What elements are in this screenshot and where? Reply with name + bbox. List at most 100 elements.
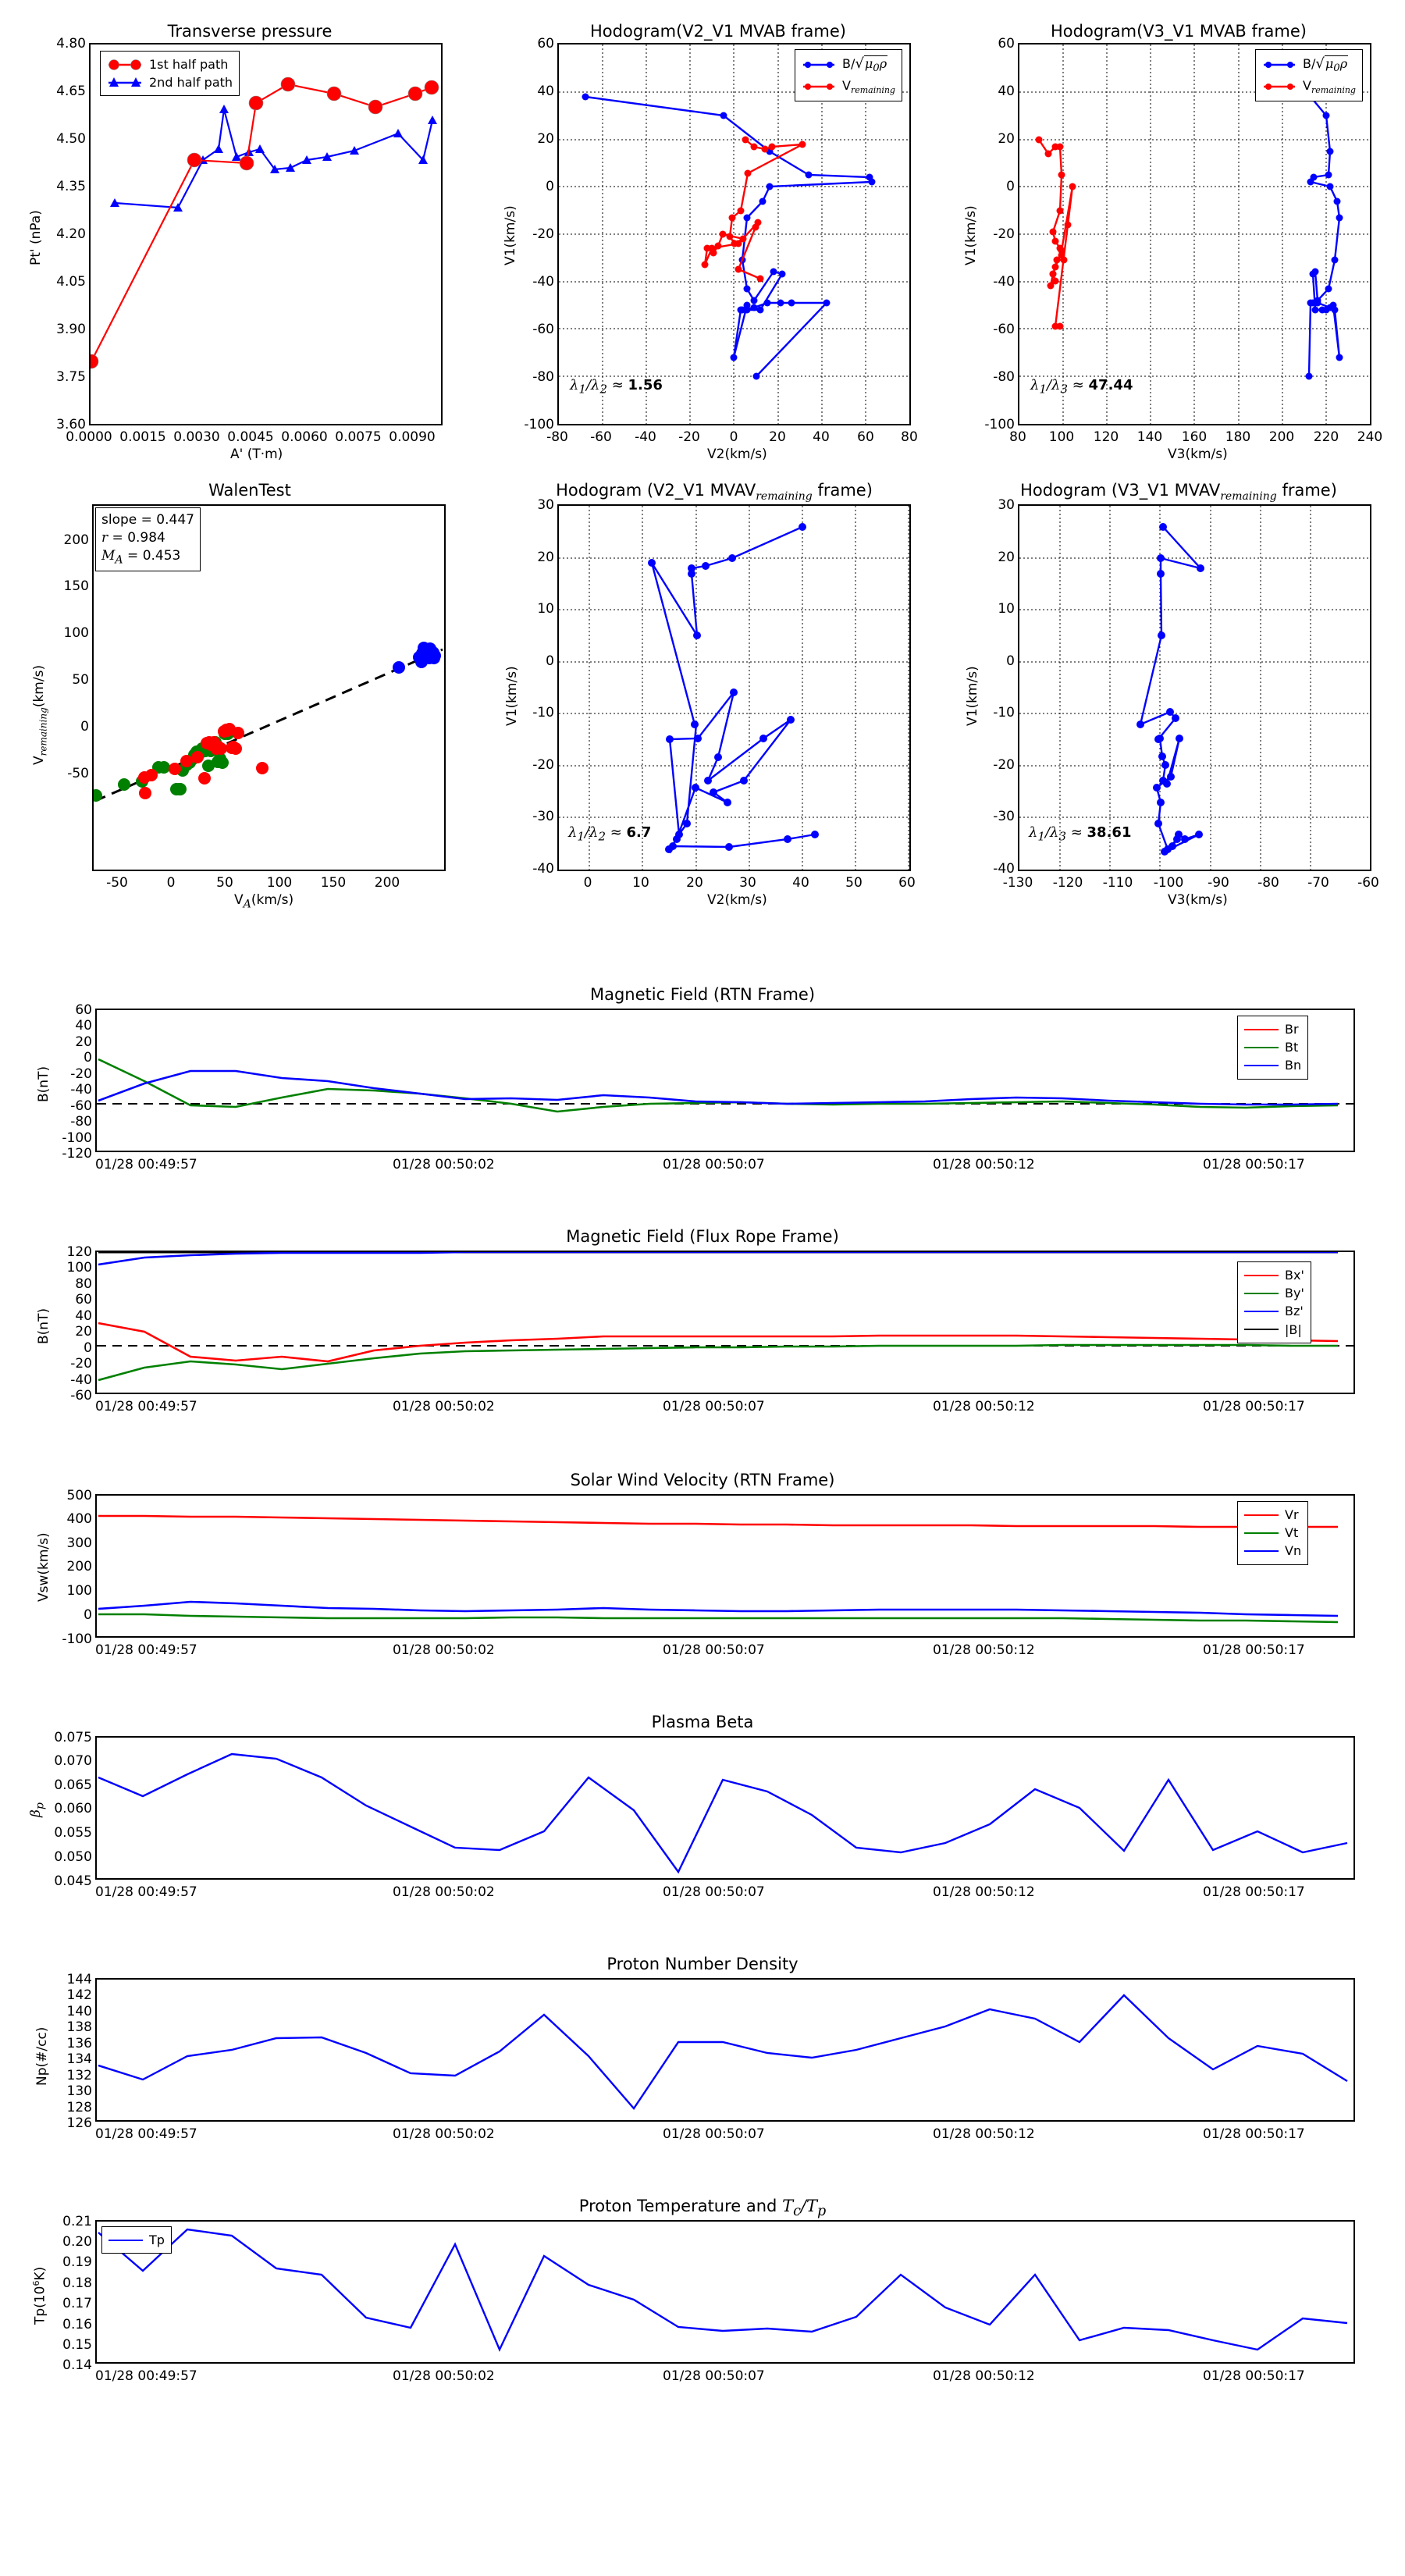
stat-ma: MA = 0.453 xyxy=(101,547,181,567)
legend-item: B/√μ0ρ xyxy=(1262,54,1356,76)
y-tick-label: 3.60 xyxy=(56,417,86,432)
y-tick-label: -80 xyxy=(532,369,554,385)
y-tick-label: -100 xyxy=(984,417,1015,432)
x-tick-label: -60 xyxy=(590,429,612,445)
x-tick-label: 01/28 00:50:17 xyxy=(1203,2126,1305,2142)
legend-swatch-vt xyxy=(1244,1532,1279,1534)
y-tick-label: 3.75 xyxy=(56,369,86,385)
x-tick-label: -70 xyxy=(1307,875,1329,891)
y-tick-label: 20 xyxy=(998,550,1015,565)
legend-label: By' xyxy=(1285,1286,1304,1301)
x-tick-label: 01/28 00:50:12 xyxy=(933,1642,1035,1658)
x-tick-label: 01/28 00:49:57 xyxy=(95,1884,197,1900)
x-tick-label: 0.0075 xyxy=(335,429,382,445)
panel-proton-number-density: Proton Number Density 144 142 140 138 13… xyxy=(0,1937,1405,2164)
x-tick-label: -60 xyxy=(1357,875,1379,891)
x-tick-label: 01/28 00:50:17 xyxy=(1203,1157,1305,1172)
legend-item: 1st half path xyxy=(107,55,233,73)
legend-label-b-alfven: B/√μ0ρ xyxy=(1303,55,1349,75)
x-tick-label: -110 xyxy=(1102,875,1133,891)
legend-item: Bt xyxy=(1244,1038,1301,1056)
y-tick-label: 200 xyxy=(63,532,89,548)
x-tick-label: -100 xyxy=(1153,875,1184,891)
y-tick-label: 4.35 xyxy=(56,179,86,194)
plot-area xyxy=(95,1251,1355,1394)
panel-title: Plasma Beta xyxy=(651,1713,754,1731)
legend-item: Vr xyxy=(1244,1506,1301,1524)
y-tick-label: -40 xyxy=(70,1372,92,1388)
y-tick-label: 0 xyxy=(1006,653,1015,669)
x-tick-label: 80 xyxy=(1009,429,1026,445)
y-tick-label: 40 xyxy=(537,84,554,99)
panel-magnetic-field-flux-rope: Magnetic Field (Flux Rope Frame) Bx' By'… xyxy=(0,1210,1405,1436)
x-tick-label: 0.0045 xyxy=(227,429,274,445)
y-tick-label: 0.17 xyxy=(62,2296,92,2311)
panel-title: Hodogram (V2_V1 MVAVremaining frame) xyxy=(556,481,873,503)
plot-svg xyxy=(98,1514,1339,1624)
x-tick-label: -50 xyxy=(106,875,128,891)
x-tick-label: 100 xyxy=(1048,429,1075,445)
legend-label: Br xyxy=(1285,1022,1299,1037)
x-tick-label: 01/28 00:50:12 xyxy=(933,2368,1035,2384)
x-tick-label: 0 xyxy=(729,429,738,445)
series-b-alfven xyxy=(1305,93,1343,380)
y-tick-label: -40 xyxy=(532,274,554,290)
y-tick-label: 0.060 xyxy=(54,1801,92,1816)
y-tick-label: -100 xyxy=(524,417,554,432)
x-tick-label: 01/28 00:50:02 xyxy=(393,1642,495,1658)
y-tick-label: 0.045 xyxy=(54,1873,92,1889)
y-tick-label: 500 xyxy=(66,1488,92,1503)
x-tick-label: 01/28 00:49:57 xyxy=(95,1157,197,1172)
legend-label: Bx' xyxy=(1285,1268,1304,1283)
y-axis-label: B(nT) xyxy=(36,1308,52,1344)
legend-marker-blue xyxy=(803,62,834,69)
legend-swatch-br xyxy=(1244,1028,1279,1030)
x-tick-label: 80 xyxy=(901,429,918,445)
y-tick-label: 130 xyxy=(66,2083,92,2099)
plot-svg xyxy=(559,44,909,424)
legend-item: |B| xyxy=(1244,1321,1304,1339)
y-tick-label: -40 xyxy=(70,1082,92,1098)
plot-svg xyxy=(97,1252,1353,1382)
legend-item: Tp xyxy=(108,2231,165,2249)
y-tick-label: 400 xyxy=(66,1511,92,1527)
x-tick-label: 01/28 00:50:17 xyxy=(1203,1399,1305,1414)
x-tick-label: 20 xyxy=(769,429,786,445)
legend-label-b-alfven: B/√μ0ρ xyxy=(842,55,888,75)
x-tick-label: 0 xyxy=(166,875,176,891)
y-tick-label: 4.50 xyxy=(56,131,86,147)
series-bn xyxy=(98,1069,1339,1106)
legend-label: Bz' xyxy=(1285,1304,1304,1319)
y-tick-label: 20 xyxy=(998,131,1015,147)
x-tick-label: 150 xyxy=(320,875,347,891)
eigenvalue-ratio-annotation: λ1/λ3 ≈ 47.44 xyxy=(1030,377,1133,397)
y-tick-label: 120 xyxy=(66,1244,92,1260)
y-tick-label: -40 xyxy=(993,274,1015,290)
y-tick-label: 300 xyxy=(66,1535,92,1551)
x-tick-label: 200 xyxy=(374,875,400,891)
y-tick-label: -40 xyxy=(993,861,1015,877)
x-tick-label: 0.0015 xyxy=(119,429,166,445)
x-tick-label: 01/28 00:50:02 xyxy=(393,1157,495,1172)
legend-label: Tp xyxy=(149,2233,165,2247)
x-tick-label: 01/28 00:50:02 xyxy=(393,1884,495,1900)
y-axis-label: V1(km/s) xyxy=(965,666,980,726)
legend-item: Vn xyxy=(1244,1542,1301,1560)
x-tick-label: 240 xyxy=(1357,429,1383,445)
x-tick-label: 40 xyxy=(792,875,809,891)
y-tick-label: 20 xyxy=(537,550,554,565)
x-tick-label: 30 xyxy=(739,875,756,891)
legend-swatch-bxp xyxy=(1244,1274,1279,1276)
x-tick-label: 0 xyxy=(583,875,592,891)
panel-transverse-pressure: Transverse pressure xyxy=(0,0,468,462)
series-vn xyxy=(98,1600,1339,1617)
y-tick-label: -20 xyxy=(993,226,1015,242)
y-tick-label: 144 xyxy=(66,1972,92,1987)
series-tp xyxy=(98,2228,1348,2352)
series-byp xyxy=(98,1343,1338,1382)
legend-item: Bz' xyxy=(1244,1302,1304,1320)
x-tick-label: -80 xyxy=(1257,875,1279,891)
x-tick-label: 01/28 00:50:12 xyxy=(933,1399,1035,1414)
gridlines xyxy=(1019,44,1370,424)
series-1st-half-path xyxy=(91,76,439,369)
